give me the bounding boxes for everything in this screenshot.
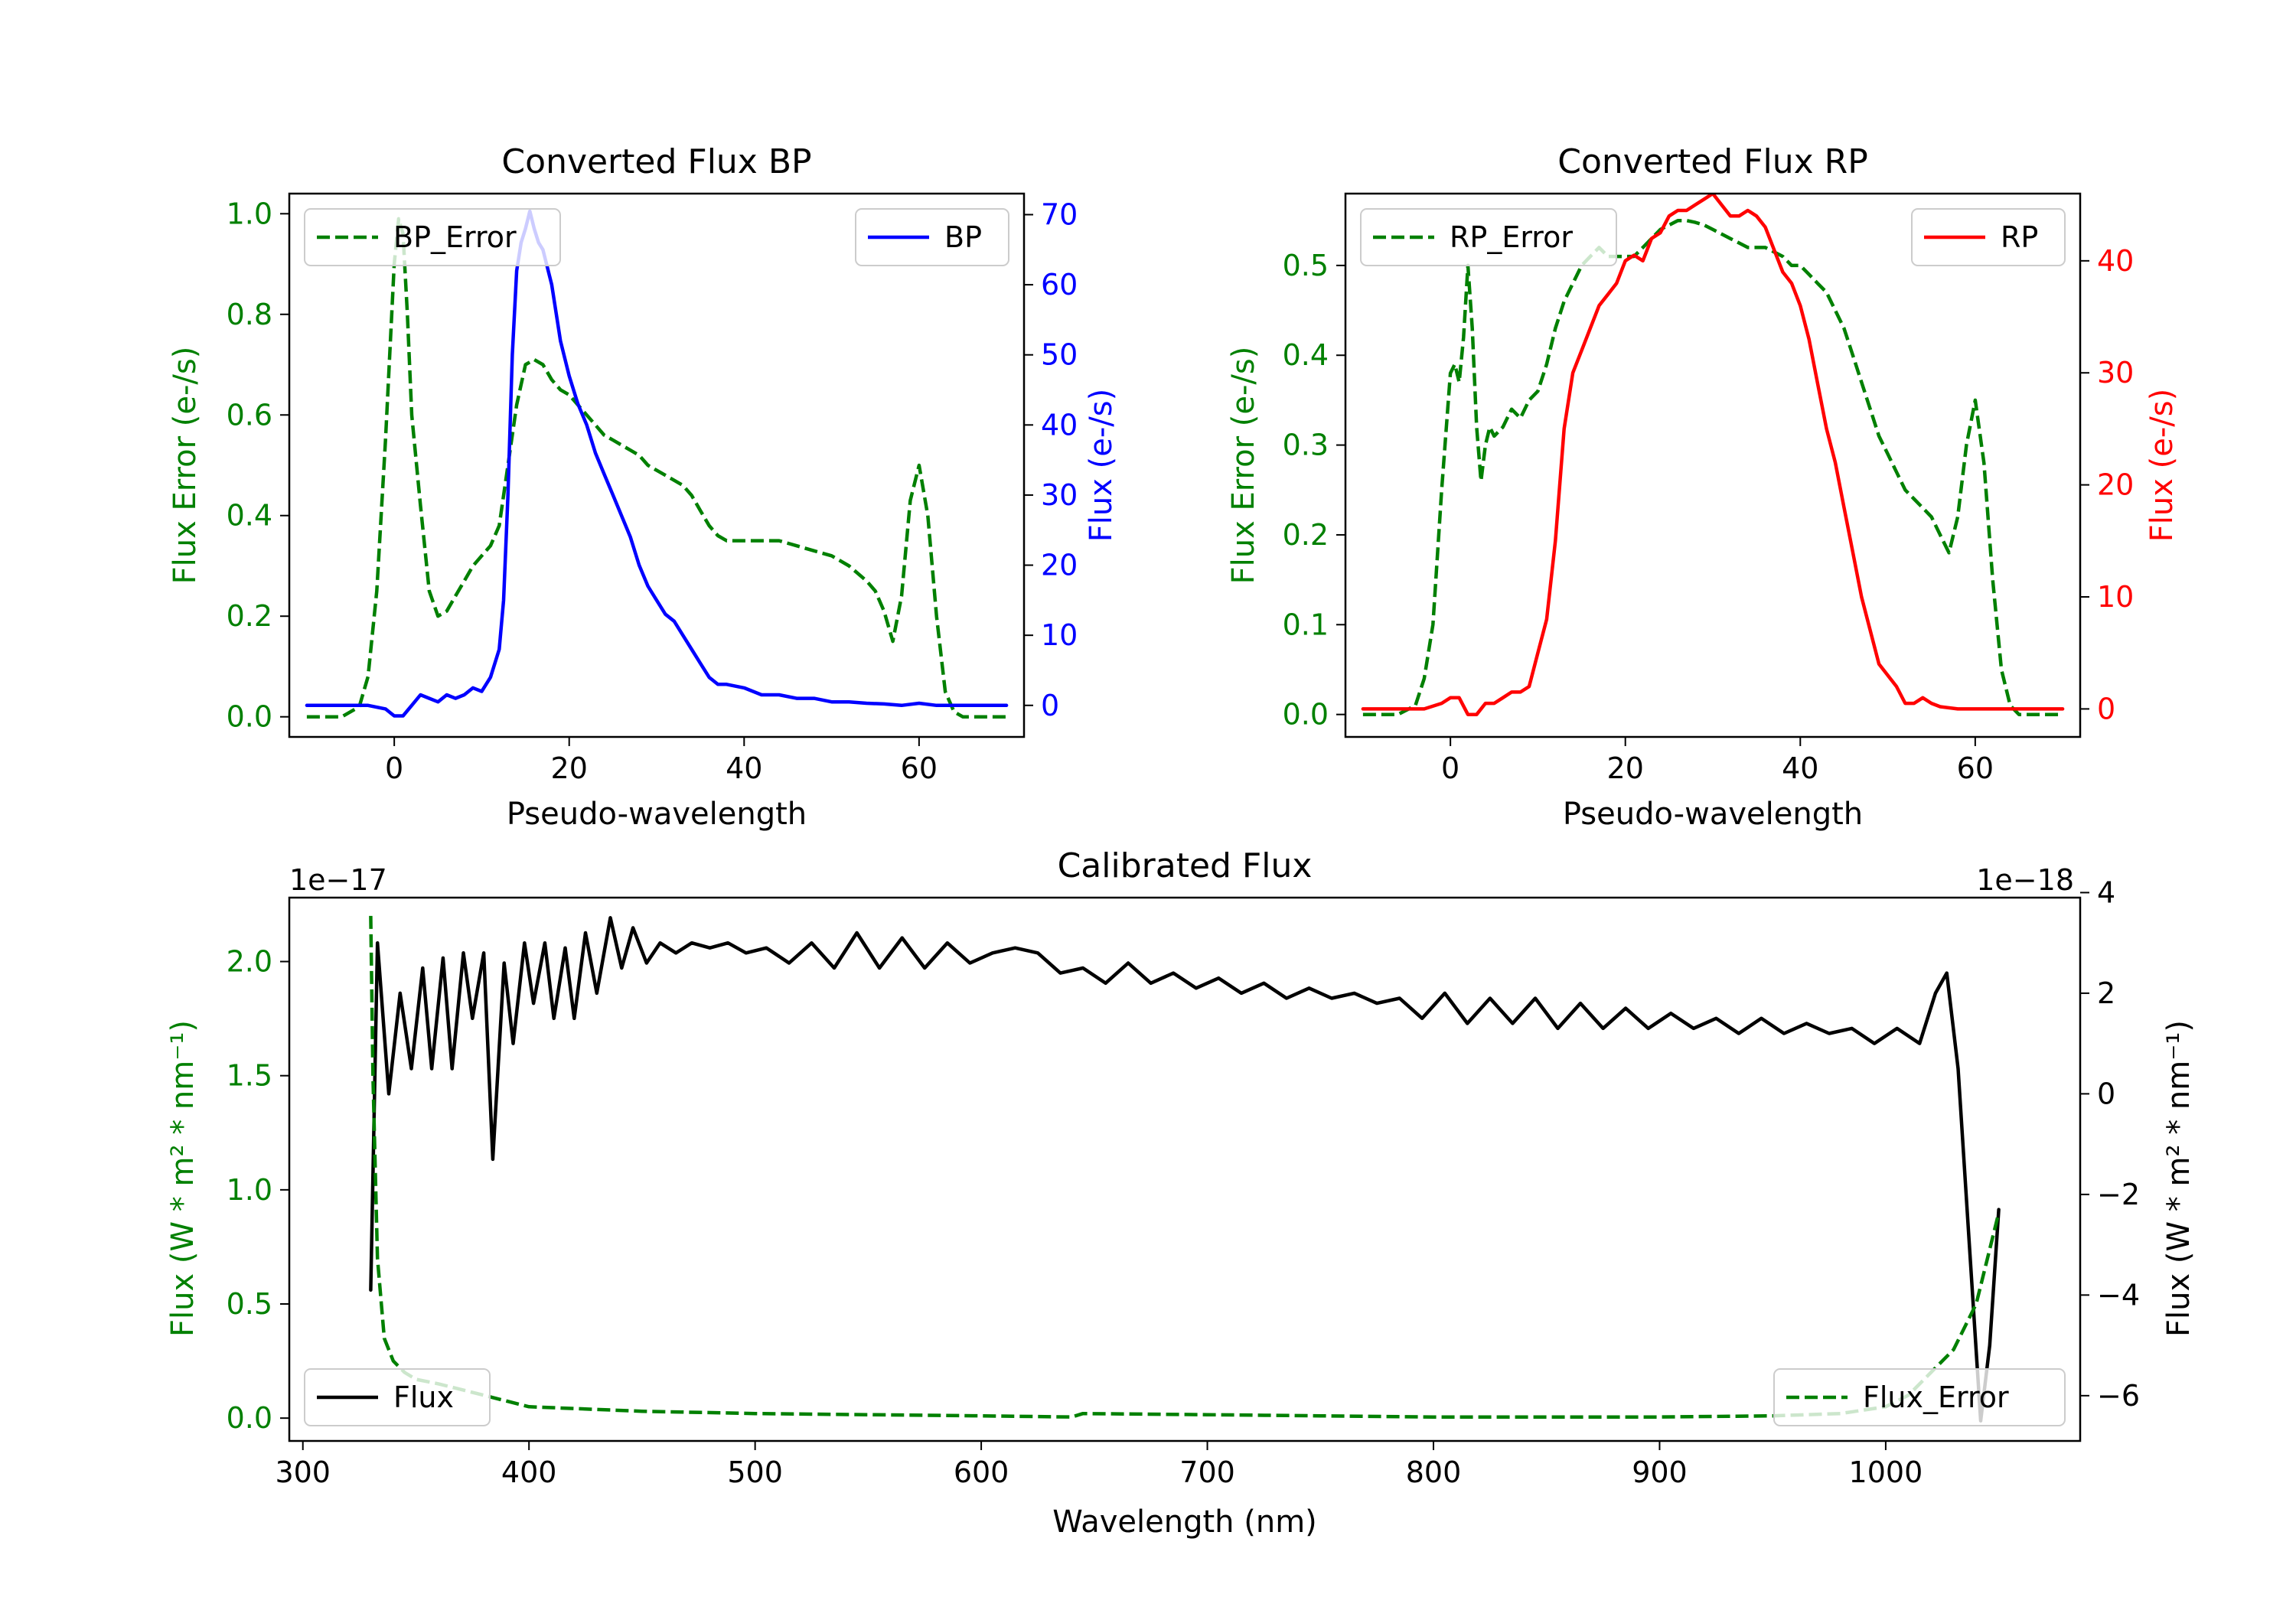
calibrated-right-y-tick-label: 0	[2097, 1077, 2115, 1110]
bp-left-y-tick-label: 0.6	[227, 398, 272, 432]
bp-left-axis-label: Flux Error (e-/s)	[168, 347, 203, 585]
rp-left-y-tick-label: 0.0	[1283, 698, 1329, 732]
bp-left-y-tick-label: 0.4	[227, 499, 272, 533]
rp-left-axis-label: Flux Error (e-/s)	[1226, 347, 1261, 585]
calibrated-right-y-tick-label: 4	[2097, 875, 2115, 909]
calibrated-x-tick-label: 800	[1406, 1455, 1462, 1489]
rp-series-rp-error-line	[1362, 218, 2063, 716]
rp-x-tick-label: 0	[1441, 751, 1459, 785]
calibrated-series-flux-line	[369, 916, 2001, 1423]
rp-left-y-tick-label: 0.1	[1283, 608, 1329, 641]
rp-right-y-tick-label: 10	[2097, 580, 2134, 614]
calibrated-right-y-tick-label: −2	[2097, 1178, 2140, 1211]
rp-x-tick-label: 40	[1782, 751, 1818, 785]
bp-right-y-tick-label: 20	[1041, 549, 1078, 582]
rp-legend-label: RP	[2001, 220, 2038, 254]
bp-legend-bp-error: BP_Error	[304, 208, 561, 266]
bp-right-y-tick-label: 10	[1041, 618, 1078, 652]
rp-x-tick-label: 20	[1607, 751, 1644, 785]
bp-x-tick-label: 0	[385, 751, 403, 785]
calibrated-panel: Calibrated Flux Wavelength (nm) Flux (W …	[165, 846, 2197, 1540]
calibrated-left-y-tick-label: 0.0	[227, 1401, 272, 1435]
bp-right-y-tick-label: 60	[1041, 268, 1078, 302]
calibrated-title: Calibrated Flux	[1058, 846, 1313, 885]
calibrated-right-y-tick-label: −6	[2097, 1379, 2140, 1413]
rp-plot-area: 0 20 40 60 0.0 0.1 0.2 0.3 0.4 0.5 0 10 20 30 40 RP_Err…	[1283, 192, 2134, 785]
bp-right-y-tick-label: 40	[1041, 408, 1078, 442]
calibrated-plot-area: 300 400 500 600 700 800 900 1000 0.0 0.5 1.0 1.5 2.0…	[227, 875, 2140, 1489]
bp-plot-area: 0 20 40 60 0.0 0.2 0.4 0.6 0.8 1.0 0 10 20 30 40 50 60 70…	[227, 192, 1078, 785]
bp-series-bp-error-line	[306, 217, 1007, 719]
calibrated-left-axis-label: Flux (W * m² * nm⁻¹)	[165, 1020, 201, 1337]
rp-left-y-tick-label: 0.2	[1283, 518, 1329, 552]
rp-left-y-tick-label: 0.4	[1283, 338, 1329, 372]
bp-legend-label: BP	[944, 220, 982, 254]
calibrated-legend-label: Flux	[393, 1380, 454, 1414]
bp-x-tick-label: 40	[726, 751, 762, 785]
bp-axes-frame	[288, 192, 1026, 738]
calibrated-legend-flux-error: Flux_Error	[1773, 1368, 2066, 1426]
calibrated-left-y-tick-label: 1.5	[227, 1059, 272, 1093]
rp-x-axis-label: Pseudo-wavelength	[1563, 797, 1863, 832]
rp-legend-rp-error: RP_Error	[1360, 208, 1617, 266]
bp-left-y-tick-label: 0.0	[227, 700, 272, 734]
rp-title: Converted Flux RP	[1557, 142, 1868, 181]
rp-right-y-tick-label: 20	[2097, 468, 2134, 502]
calibrated-x-tick-label: 1000	[1849, 1455, 1923, 1489]
bp-right-y-tick-label: 30	[1041, 478, 1078, 512]
calibrated-x-tick-label: 300	[275, 1455, 331, 1489]
rp-legend-label: RP_Error	[1450, 220, 1573, 254]
calibrated-right-y-tick-label: 2	[2097, 976, 2115, 1010]
bp-panel: Converted Flux BP Pseudo-wavelength Flux…	[168, 142, 1119, 832]
calibrated-left-y-tick-label: 2.0	[227, 945, 272, 979]
calibrated-legend-flux: Flux	[304, 1368, 491, 1426]
bp-left-y-tick-label: 1.0	[227, 197, 272, 230]
bp-right-y-tick-label: 0	[1041, 689, 1059, 722]
rp-panel: Converted Flux RP Pseudo-wavelength Flux…	[1226, 142, 2180, 832]
bp-series-bp-line	[305, 209, 1009, 718]
rp-legend-rp: RP	[1911, 208, 2066, 266]
rp-right-y-tick-label: 30	[2097, 356, 2134, 390]
calibrated-x-tick-label: 700	[1179, 1455, 1235, 1489]
calibrated-axes-frame	[288, 896, 2082, 1442]
calibrated-x-tick-label: 500	[727, 1455, 783, 1489]
bp-x-axis-label: Pseudo-wavelength	[507, 797, 807, 832]
calibrated-left-y-tick-label: 1.0	[227, 1173, 272, 1207]
calibrated-right-axis-label: Flux (W * m² * nm⁻¹)	[2161, 1020, 2197, 1337]
calibrated-right-offset-text: 1e−18	[1976, 863, 2074, 897]
bp-legend-bp: BP	[855, 208, 1009, 266]
calibrated-legend-label: Flux_Error	[1863, 1380, 2009, 1414]
calibrated-x-tick-label: 900	[1632, 1455, 1688, 1489]
rp-left-y-tick-label: 0.5	[1283, 249, 1329, 282]
rp-left-y-tick-label: 0.3	[1283, 429, 1329, 462]
bp-right-axis-label: Flux (e-/s)	[1084, 389, 1119, 542]
bp-right-y-tick-label: 70	[1041, 197, 1078, 231]
calibrated-left-offset-text: 1e−17	[289, 863, 387, 897]
bp-left-y-tick-label: 0.2	[227, 599, 272, 633]
bp-right-y-tick-label: 50	[1041, 338, 1078, 372]
bp-x-tick-label: 20	[551, 751, 588, 785]
rp-right-y-tick-label: 40	[2097, 244, 2134, 278]
bp-x-tick-label: 60	[901, 751, 938, 785]
bp-title: Converted Flux BP	[501, 142, 811, 181]
bp-legend-label: BP_Error	[393, 220, 517, 254]
bp-left-y-tick-label: 0.8	[227, 298, 272, 331]
rp-series-rp-line	[1361, 194, 2065, 716]
calibrated-right-y-tick-label: −4	[2097, 1278, 2140, 1312]
rp-right-y-tick-label: 0	[2097, 692, 2115, 725]
calibrated-x-axis-label: Wavelength (nm)	[1052, 1504, 1317, 1540]
calibrated-x-tick-label: 600	[954, 1455, 1009, 1489]
calibrated-left-y-tick-label: 0.5	[227, 1287, 272, 1321]
rp-right-axis-label: Flux (e-/s)	[2144, 389, 2180, 542]
rp-axes-frame	[1344, 192, 2082, 738]
calibrated-x-tick-label: 400	[501, 1455, 557, 1489]
rp-x-tick-label: 60	[1957, 751, 1994, 785]
